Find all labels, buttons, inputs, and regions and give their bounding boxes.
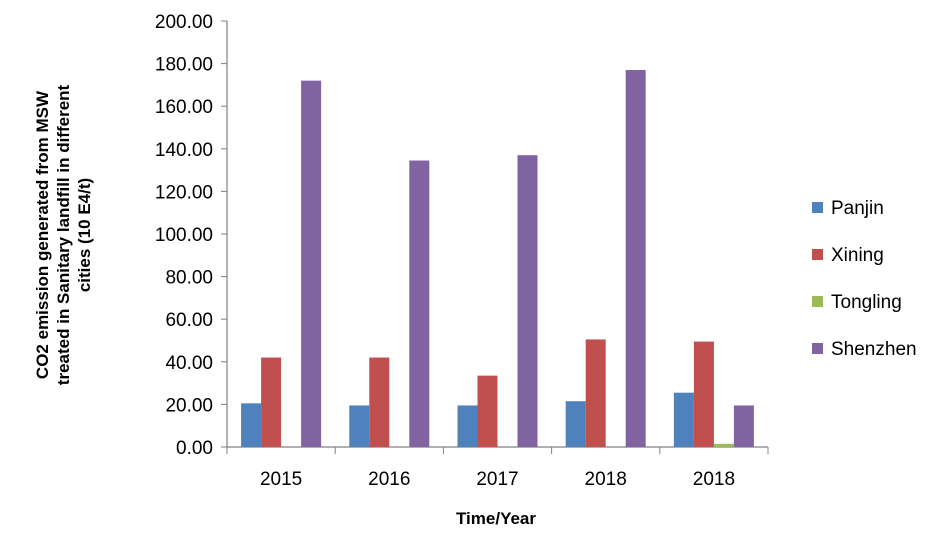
legend-swatch-tongling: [812, 296, 823, 307]
legend-label-shenzhen: Shenzhen: [831, 339, 917, 360]
y-axis-title: CO2 emission generated from MSW treated …: [33, 84, 94, 385]
bar-xining-2018: [585, 339, 606, 447]
bar-xining-2017: [477, 375, 498, 447]
bar-shenzhen-2015: [301, 80, 322, 447]
legend-label-tongling: Tongling: [831, 292, 902, 313]
bar-panjin-2017: [457, 405, 478, 447]
bar-shenzhen-2018: [733, 405, 754, 447]
bar-xining-2015: [261, 357, 282, 447]
y-tick-label: 80.00: [165, 268, 213, 289]
legend-swatch-panjin: [812, 202, 823, 213]
y-tick-label: 140.00: [155, 140, 213, 161]
x-tick-label: 2017: [476, 469, 518, 490]
bar-panjin-2016: [349, 405, 370, 447]
legend-swatch-shenzhen: [812, 343, 823, 354]
y-tick-label: 40.00: [165, 353, 213, 374]
legend-label-panjin: Panjin: [831, 198, 884, 219]
x-tick-label: 2018: [693, 469, 735, 490]
bar-xining-2016: [369, 357, 390, 447]
x-axis-title: Time/Year: [456, 509, 536, 528]
y-tick-label: 0.00: [176, 438, 213, 459]
y-tick-label: 200.00: [155, 12, 213, 33]
y-axis-title-line-2: treated in Sanitary landfill in differen…: [54, 84, 73, 385]
y-tick-label: 160.00: [155, 97, 213, 118]
y-axis-title-line-3: cities (10 E4/t): [75, 178, 94, 292]
x-tick-label: 2015: [260, 469, 302, 490]
legend-label-xining: Xining: [831, 245, 884, 266]
bar-shenzhen-2017: [517, 155, 538, 447]
y-axis-title-line-1: CO2 emission generated from MSW: [33, 90, 52, 379]
bar-panjin-2015: [241, 403, 262, 447]
bar-tongling-2018: [713, 443, 734, 447]
bar-panjin-2018: [565, 401, 586, 447]
x-tick-label: 2016: [368, 469, 410, 490]
bar-xining-2018: [693, 341, 714, 447]
y-tick-label: 120.00: [155, 182, 213, 203]
y-tick-label: 20.00: [165, 395, 213, 416]
y-tick-label: 60.00: [165, 310, 213, 331]
legend-swatch-xining: [812, 249, 823, 260]
y-tick-label: 100.00: [155, 225, 213, 246]
bar-panjin-2018: [673, 392, 694, 447]
x-tick-label: 2018: [585, 469, 627, 490]
y-tick-label: 180.00: [155, 55, 213, 76]
bar-shenzhen-2018: [625, 69, 646, 448]
bar-shenzhen-2016: [409, 160, 430, 447]
